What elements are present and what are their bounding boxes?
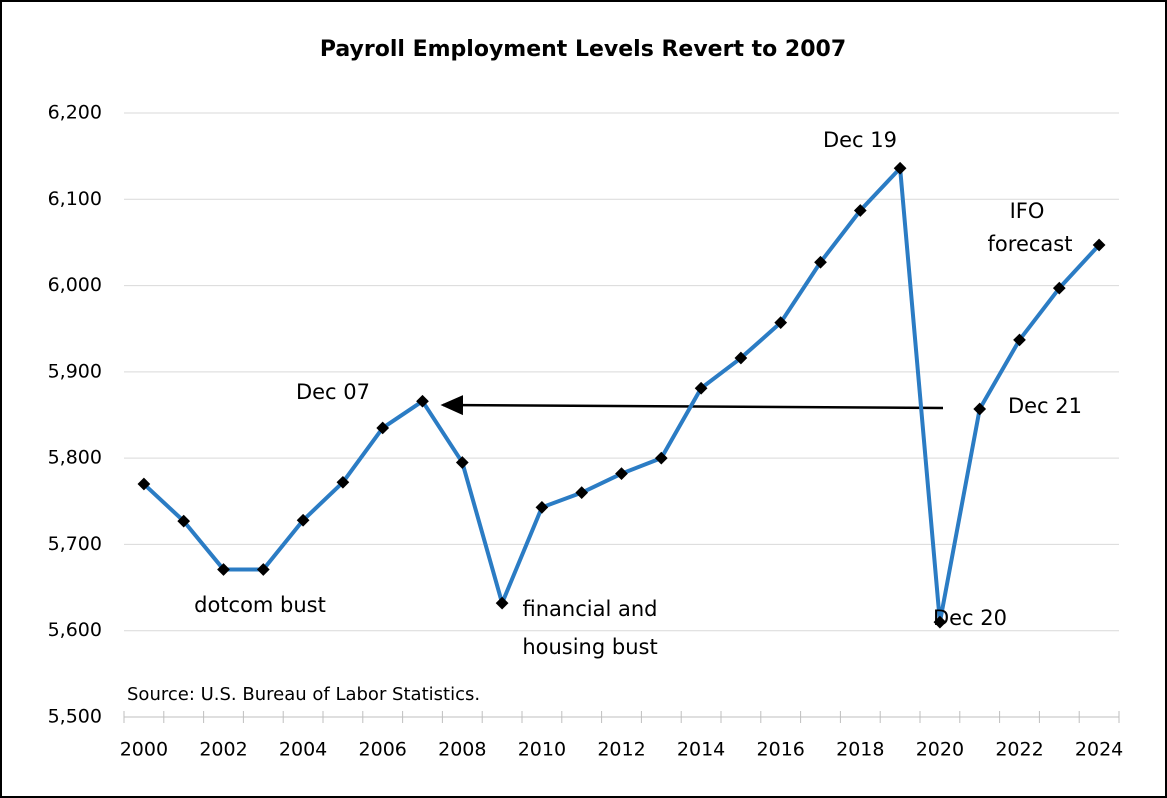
y-tick-label: 6,200 — [48, 102, 102, 124]
y-tick-label: 5,900 — [48, 360, 102, 382]
y-tick-label: 5,600 — [48, 619, 102, 641]
x-tick-label: 2002 — [199, 739, 247, 761]
data-point — [455, 456, 469, 469]
annotation: IFO — [1010, 199, 1045, 223]
y-tick-label: 6,000 — [48, 274, 102, 296]
x-tick-label: 2014 — [677, 739, 725, 761]
x-tick-label: 2024 — [1075, 739, 1123, 761]
annotation: forecast — [988, 232, 1073, 256]
annotation: Dec 19 — [823, 128, 897, 152]
x-tick-label: 2000 — [120, 739, 168, 761]
data-point — [416, 394, 429, 408]
x-tick-label: 2004 — [279, 739, 327, 761]
x-tick-label: 2010 — [518, 739, 566, 761]
source-note: Source: U.S. Bureau of Labor Statistics. — [127, 684, 480, 705]
annotation: Dec 21 — [1008, 394, 1082, 418]
x-tick-label: 2006 — [359, 739, 407, 761]
y-tick-label: 6,100 — [48, 188, 102, 210]
y-tick-label: 5,500 — [48, 706, 102, 728]
x-tick-label: 2022 — [995, 739, 1043, 761]
annotation: housing bust — [522, 635, 657, 659]
annotation: Dec 20 — [933, 606, 1007, 630]
annotation: dotcom bust — [194, 593, 326, 617]
x-tick-label: 2012 — [597, 739, 645, 761]
y-tick-label: 5,800 — [48, 447, 102, 469]
data-point — [336, 475, 350, 489]
chart-title: Payroll Employment Levels Revert to 2007 — [320, 37, 846, 62]
y-tick-label: 5,700 — [48, 533, 102, 555]
data-point — [376, 421, 390, 435]
x-tick-label: 2018 — [836, 739, 884, 761]
data-point — [137, 477, 151, 491]
annotation: financial and — [523, 597, 658, 621]
x-tick-label: 2020 — [916, 739, 964, 761]
x-tick-label: 2016 — [757, 739, 805, 761]
x-tick-label: 2008 — [438, 739, 486, 761]
annotation: Dec 07 — [296, 380, 370, 404]
